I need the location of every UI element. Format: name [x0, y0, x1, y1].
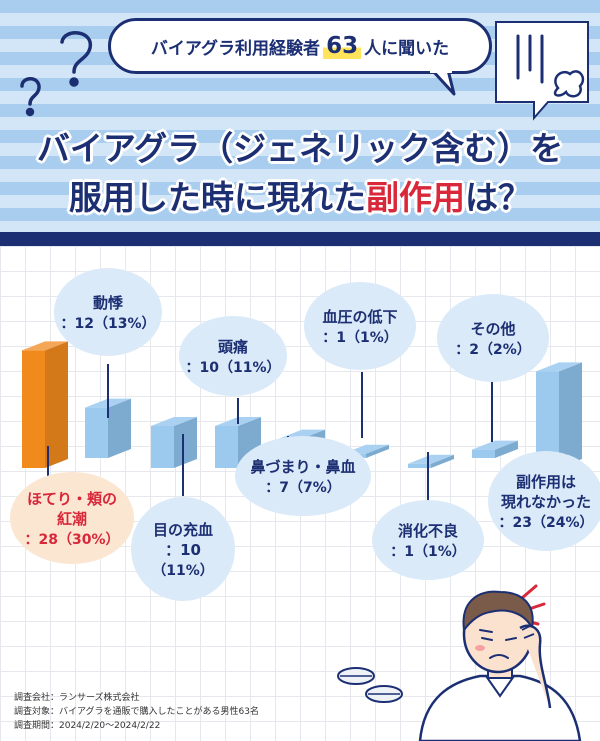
bar-7	[472, 440, 518, 458]
side-effects-chart: ほてり・頬の紅潮：28（30%）動悸：12（13%）目の充血：10（11%）頭痛…	[10, 268, 600, 601]
bar-side-1	[108, 398, 131, 458]
value-label-6: ：1（1%）	[390, 544, 466, 560]
header-divider	[0, 232, 600, 246]
label-bubble-3	[179, 316, 287, 396]
bar-top-2	[151, 417, 197, 426]
pills-icon	[337, 667, 403, 703]
label-bubble-1	[54, 268, 162, 356]
value-label-0: ：28（30%）	[25, 532, 120, 548]
label-bubble-4	[235, 436, 371, 516]
bubble-suffix: 人に聞いた	[364, 38, 450, 59]
footer-company: 調査会社：ランサーズ株式会社	[14, 693, 140, 703]
bar-1	[85, 398, 131, 458]
label-bubble-6	[372, 500, 484, 580]
category-label-2: ：10	[165, 541, 201, 559]
bar-front-8	[536, 371, 559, 468]
value-label-3: ：10（11%）	[186, 360, 281, 376]
bubble-count: 63	[323, 33, 362, 59]
bar-side-6	[431, 454, 454, 468]
bar-top-4	[279, 429, 325, 439]
category-label-5: 血圧の低下	[322, 308, 397, 326]
value-label-4: ：7（7%）	[265, 480, 341, 496]
headline-line1: バイアグラ（ジェネリック含む）を	[36, 129, 564, 168]
category-label-6: 消化不良	[398, 522, 458, 540]
bar-6	[408, 454, 454, 468]
bar-front-1	[85, 407, 108, 458]
bar-0	[22, 341, 68, 468]
survey-bubble: バイアグラ利用経験者 63 人に聞いた	[108, 18, 492, 74]
value-label-5: ：1（1%）	[322, 330, 398, 346]
bar-top-0	[22, 341, 68, 351]
bar-8	[536, 362, 582, 468]
footer-target: 調査対象：バイアグラを通販で購入したことがある男性63名	[14, 707, 260, 717]
bar-top-8	[536, 362, 582, 372]
man-with-headache-illustration	[418, 584, 582, 741]
label-bubble-5	[304, 282, 416, 370]
headline-line2-prefix: 服用した時に現れた	[69, 178, 366, 217]
category-label-4: 鼻づまり・鼻血	[250, 458, 355, 476]
value-label-7: ：2（2%）	[455, 342, 531, 358]
category-label-7: その他	[470, 320, 515, 338]
bar-top-6	[408, 454, 454, 464]
label-bubble-2	[131, 497, 235, 601]
bar-side-0	[45, 341, 68, 468]
label-bubble-8	[488, 451, 600, 551]
bar-side-5	[366, 444, 389, 458]
value-label-2: （11%）	[152, 563, 214, 579]
value-label-1: ：12（13%）	[61, 316, 156, 332]
category-label-1: 動悸	[93, 294, 124, 312]
category-label-8: 副作用は	[516, 473, 576, 491]
category-label-2: 目の充血	[153, 521, 213, 539]
bar-top-7	[472, 440, 518, 450]
label-bubble-7	[437, 294, 549, 382]
bar-side-8	[559, 362, 582, 468]
bubble-tail	[430, 70, 456, 96]
bar-2	[151, 417, 197, 468]
headline-line2: 服用した時に現れた副作用は？	[0, 171, 600, 219]
category-label-0: ほてり・頬の	[27, 490, 117, 508]
bar-front-3	[215, 426, 238, 468]
bar-side-7	[495, 440, 518, 458]
question-mark-icon	[20, 31, 92, 117]
headline-accent: 副作用	[366, 178, 465, 217]
bar-front-6	[408, 463, 431, 468]
label-bubble-0	[10, 472, 134, 564]
bar-front-0	[22, 350, 45, 468]
bar-front-2	[151, 426, 174, 468]
bar-side-2	[174, 417, 197, 468]
footer-period: 調査期間：2024/2/20〜2024/2/22	[14, 721, 161, 731]
category-label-3: 頭痛	[218, 338, 248, 356]
category-label-8: 現れなかった	[501, 493, 591, 511]
speech-bubble-icon	[495, 21, 589, 121]
category-label-0: 紅潮	[57, 510, 87, 528]
value-label-8: ：23（24%）	[499, 515, 594, 531]
bubble-prefix: バイアグラ利用経験者	[150, 38, 321, 59]
bar-front-7	[472, 449, 495, 458]
headline-line2-suffix: は？	[465, 178, 531, 217]
